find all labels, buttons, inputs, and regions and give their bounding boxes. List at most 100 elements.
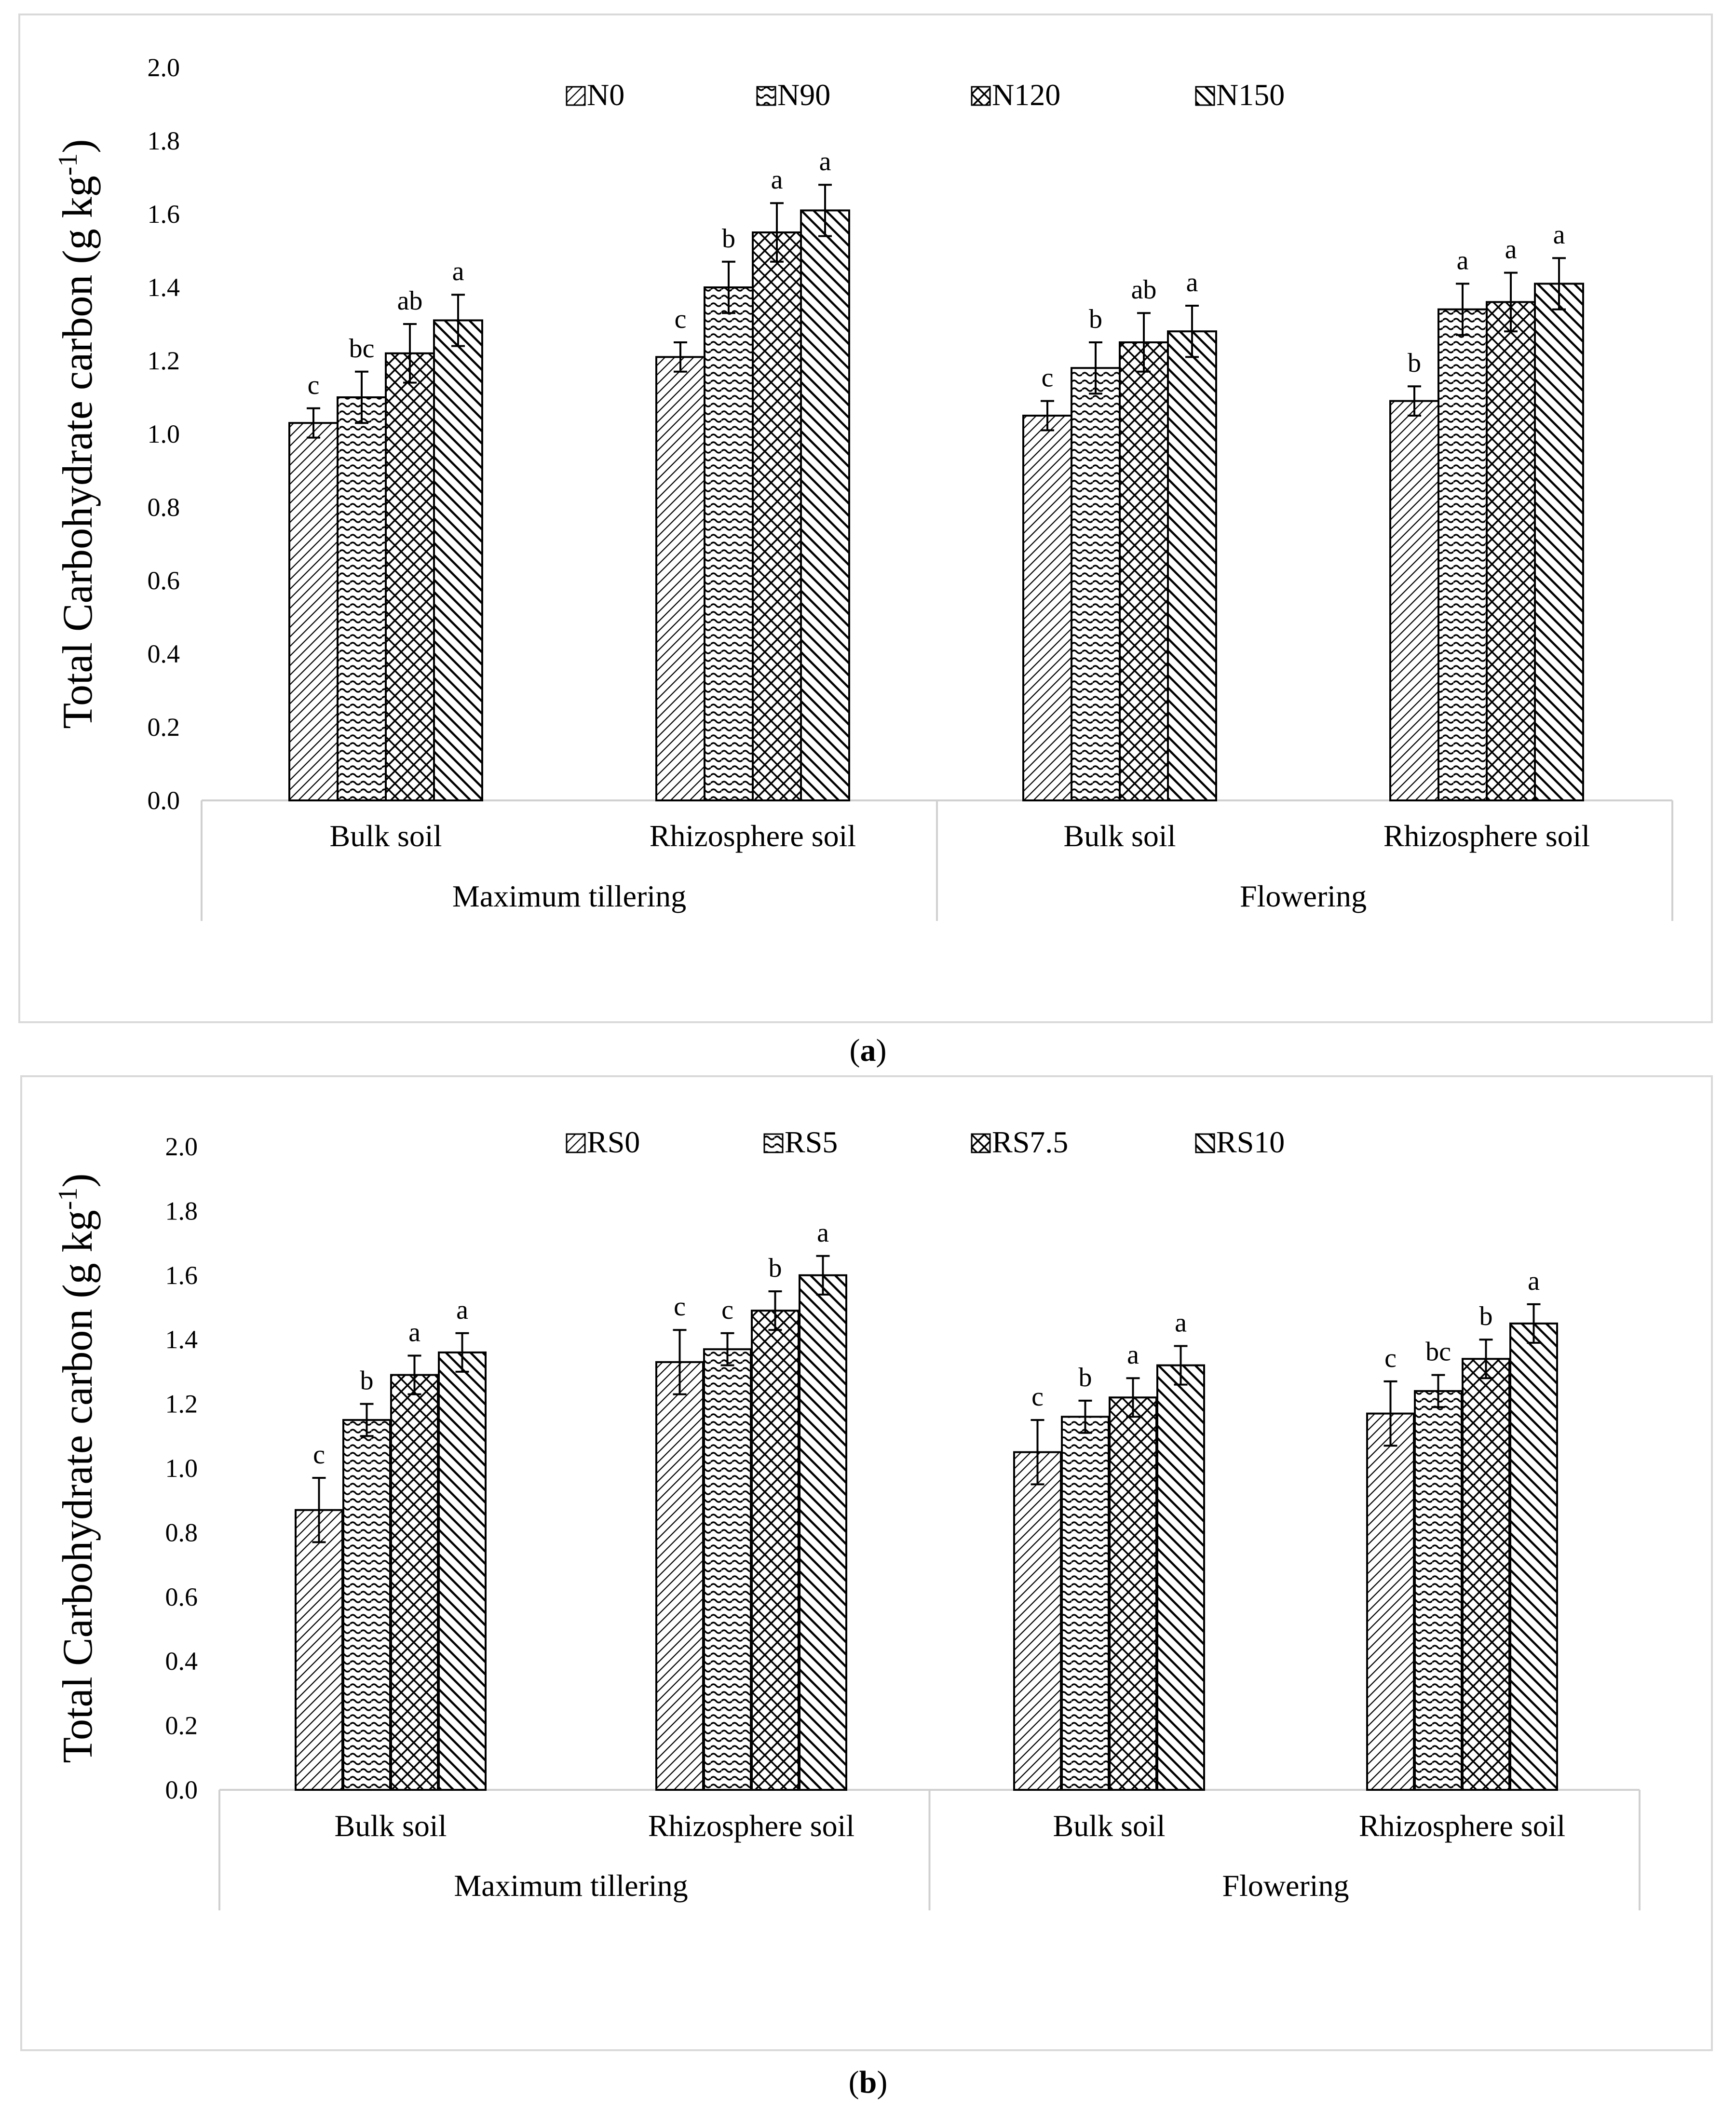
y-axis-label: Total Carbohydrate carbon (g kg-1) [53,139,101,729]
significance-letter: c [675,304,687,334]
bar [751,1310,800,1791]
bar [1013,1451,1062,1791]
significance-letter: a [1528,1266,1540,1296]
significance-letter: bc [349,334,375,364]
bar [1022,415,1072,801]
y-tick-label: 1.6 [165,1261,198,1290]
significance-letter: b [1479,1301,1493,1331]
significance-letter: c [674,1292,686,1322]
bar [1109,1396,1157,1791]
significance-letter: b [1089,304,1102,334]
bar [1414,1390,1463,1791]
bar [752,231,802,801]
bar [704,286,754,801]
bar [703,1348,752,1791]
legend-label: N90 [777,78,830,112]
significance-letter: a [817,1218,829,1248]
bar [1486,301,1536,801]
significance-letter: a [1457,245,1469,275]
legend-swatch [756,86,776,106]
y-axis-label: Total Carbohydrate carbon (g kg-1) [53,1173,101,1763]
category-label: Bulk soil [1053,1809,1166,1843]
y-tick-label: 0.4 [148,639,180,668]
significance-letter: a [819,147,831,176]
significance-letter: a [1127,1340,1139,1370]
bar [1071,367,1121,801]
bar [438,1351,487,1791]
bar [1438,308,1488,801]
legend-swatch [971,1133,991,1153]
panel-caption-a: (a) [850,1033,887,1068]
significance-letter: c [721,1295,733,1325]
significance-letter: a [1505,235,1517,265]
y-tick-label: 1.4 [148,273,180,302]
legend-swatch [566,1133,586,1153]
significance-letter: a [1175,1308,1187,1338]
y-tick-label: 2.0 [165,1132,198,1161]
bar [288,422,339,801]
category-label: Bulk soil [335,1809,447,1843]
y-tick-label: 0.4 [165,1647,198,1676]
significance-letter: bc [1425,1337,1451,1367]
significance-letter: b [769,1253,782,1283]
bar [342,1419,391,1791]
legend-label: RS5 [785,1125,838,1159]
legend-swatch [1195,1133,1215,1153]
category-label: Bulk soil [1064,819,1176,853]
significance-letter: b [722,224,735,254]
y-tick-label: 0.8 [148,493,180,522]
significance-letter: b [1079,1363,1092,1393]
bar [1061,1416,1110,1791]
legend-label: RS10 [1216,1125,1285,1159]
bar [390,1374,439,1791]
y-tick-label: 1.4 [165,1325,198,1354]
legend-label: N120 [992,78,1060,112]
y-tick-label: 1.6 [148,200,180,229]
y-tick-label: 1.8 [165,1196,198,1225]
significance-letter: c [313,1440,325,1470]
y-tick-label: 1.2 [148,346,180,375]
significance-letter: c [1384,1343,1397,1373]
bar [1167,330,1217,801]
y-tick-label: 1.0 [165,1454,198,1483]
category-label: Rhizosphere soil [650,819,856,853]
chart-panel-b: 0.0 0.2 0.4 0.6 0.8 1.0 1.2 1.4 1.6 1.8 2.0 Total C… [20,1075,1713,2051]
y-tick-label: 0.0 [165,1775,198,1804]
significance-letter: c [1042,363,1054,393]
significance-letter: c [308,370,320,400]
chart-panel-a: 0.0 0.2 0.4 0.6 0.8 1.0 1.2 1.4 1.6 1.8 2.0 Total C… [18,14,1713,1023]
y-tick-label: 1.0 [148,419,180,448]
y-axis-label-superscript: -1 [53,1188,83,1210]
bar [1119,341,1169,801]
legend-swatch [566,86,586,106]
panel-caption-letter: a [860,1033,876,1068]
significance-letter: a [452,257,464,286]
y-tick-label: 0.6 [165,1582,198,1611]
y-tick-label: 0.6 [148,566,180,595]
bar [800,209,850,801]
bar [1534,283,1584,801]
bar [799,1274,847,1791]
category-label: Rhizosphere soil [1383,819,1590,853]
category-label: Bulk soil [330,819,442,853]
group-label: Maximum tillering [454,1868,688,1903]
panel-caption-b: (b) [849,2065,888,2100]
bar [337,396,387,801]
significance-letter: a [771,165,783,195]
significance-letter: a [408,1318,420,1348]
significance-letter: a [456,1295,468,1325]
legend-swatch [971,86,991,106]
category-label: Rhizosphere soil [1359,1809,1565,1843]
significance-letter: c [1031,1382,1044,1412]
bar [385,352,435,801]
bar [1509,1322,1558,1791]
bar [1156,1364,1205,1791]
bar [1462,1358,1510,1791]
group-label: Maximum tillering [452,879,686,913]
group-label: Flowering [1222,1868,1349,1903]
bar [1366,1412,1415,1791]
y-axis-label-superscript: -1 [53,153,83,176]
y-tick-label: 0.2 [165,1711,198,1740]
bar [295,1509,343,1791]
